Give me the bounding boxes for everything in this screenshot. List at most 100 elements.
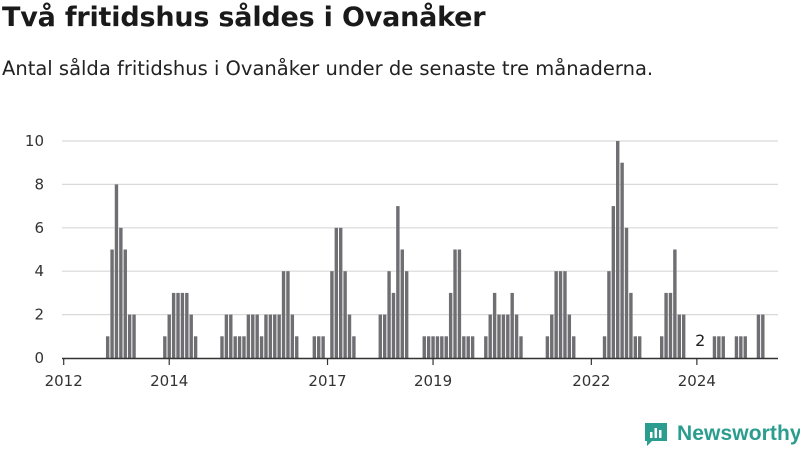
- bar: [352, 336, 356, 358]
- bar: [110, 249, 114, 358]
- bar: [756, 314, 761, 358]
- bar: [167, 314, 171, 358]
- bar: [554, 271, 558, 358]
- bar: [286, 271, 290, 358]
- bar: [229, 314, 233, 358]
- bar: [681, 314, 686, 358]
- bar: [176, 292, 180, 358]
- bar: [378, 314, 382, 358]
- bar: [127, 314, 132, 358]
- bar: [567, 314, 572, 358]
- bar: [572, 336, 576, 358]
- bar: [123, 249, 127, 358]
- bar: [659, 336, 664, 358]
- bar: [510, 292, 514, 358]
- x-tick-label: 2012: [45, 372, 83, 390]
- bar: [119, 227, 123, 358]
- bar: [404, 271, 409, 358]
- bar: [171, 292, 176, 358]
- bar: [712, 336, 717, 358]
- y-tick-label: 10: [25, 132, 44, 150]
- bar: [339, 227, 343, 358]
- bar: [180, 292, 185, 358]
- bar: [488, 314, 492, 358]
- bar: [220, 336, 224, 358]
- y-tick-label: 8: [34, 175, 44, 193]
- bar: [193, 336, 198, 358]
- bar: [664, 292, 668, 358]
- x-tick-label: 2024: [678, 372, 716, 390]
- bar: [330, 271, 334, 358]
- y-axis: 0 2 4 6 8 10: [25, 132, 44, 367]
- bar: [396, 206, 400, 358]
- bar: [721, 336, 725, 358]
- bar: [251, 314, 255, 358]
- bar: [242, 336, 246, 358]
- x-axis: 2012 2014 2017 2019 2022 2024: [45, 357, 778, 390]
- chart-title: Två fritidshus såldes i Ovanåker: [2, 2, 486, 33]
- bar: [387, 271, 391, 358]
- bar: [237, 336, 242, 358]
- bar: [347, 314, 352, 358]
- y-tick-label: 4: [34, 262, 44, 280]
- bar: [264, 314, 268, 358]
- x-tick-label: 2022: [572, 372, 610, 390]
- bar: [457, 249, 462, 358]
- bar: [312, 336, 317, 358]
- bar: [163, 336, 167, 358]
- bar: [273, 314, 277, 358]
- bar: [400, 249, 404, 358]
- bar: [224, 314, 229, 358]
- bar: [668, 292, 673, 358]
- bar: [638, 336, 642, 358]
- bar: [290, 314, 295, 358]
- bar: [739, 336, 743, 358]
- newsworthy-logo-icon: [645, 423, 667, 446]
- bar: [462, 336, 466, 358]
- bar: [114, 184, 119, 358]
- y-tick-label: 2: [34, 306, 44, 324]
- bar: [677, 314, 681, 358]
- gridlines: [62, 140, 778, 316]
- brand: Newsworthy: [643, 420, 800, 448]
- bar: [295, 336, 299, 358]
- bar: [743, 336, 747, 358]
- bar: [448, 292, 453, 358]
- bar-series: [105, 141, 765, 358]
- bar: [506, 314, 510, 358]
- bar: [233, 336, 237, 358]
- x-tick-label: 2014: [150, 372, 188, 390]
- bar: [545, 336, 550, 358]
- bar: [633, 336, 638, 358]
- bar: [563, 271, 567, 358]
- bar: [259, 336, 264, 358]
- bar: [624, 227, 629, 358]
- bar: [558, 271, 563, 358]
- bar: [673, 249, 677, 358]
- bar: [550, 314, 554, 358]
- bar: [492, 292, 497, 358]
- bar: [189, 314, 193, 358]
- bar: [277, 314, 281, 358]
- bar: [519, 336, 523, 358]
- bar: [620, 162, 624, 358]
- bar: [611, 206, 616, 358]
- bar: [431, 336, 435, 358]
- bar: [717, 336, 721, 358]
- bar: [426, 336, 431, 358]
- y-tick-label: 0: [34, 349, 44, 367]
- bar: [501, 314, 506, 358]
- y-tick-label: 6: [34, 219, 44, 237]
- bar: [105, 336, 110, 358]
- bar: [602, 336, 607, 358]
- bar: [761, 314, 765, 358]
- data-label-latest: 2: [695, 331, 705, 350]
- chart-subtitle: Antal sålda fritidshus i Ovanåker under …: [2, 57, 654, 80]
- bar: [343, 271, 347, 358]
- bar: [281, 271, 286, 358]
- bar: [514, 314, 519, 358]
- bar: [444, 336, 448, 358]
- bar: [268, 314, 273, 358]
- bar: [185, 292, 189, 358]
